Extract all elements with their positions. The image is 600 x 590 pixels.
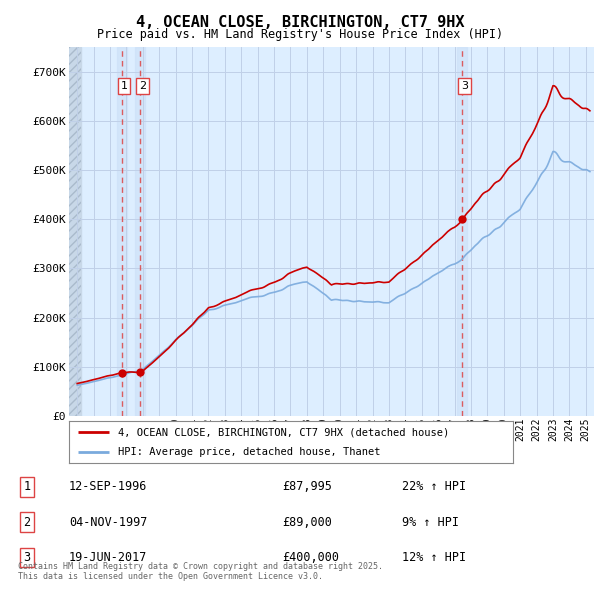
Bar bbox=[135, 47, 145, 416]
Text: 19-JUN-2017: 19-JUN-2017 bbox=[69, 551, 148, 564]
Text: 2: 2 bbox=[139, 81, 146, 91]
Text: 1: 1 bbox=[23, 480, 31, 493]
Text: 4, OCEAN CLOSE, BIRCHINGTON, CT7 9HX: 4, OCEAN CLOSE, BIRCHINGTON, CT7 9HX bbox=[136, 15, 464, 30]
Text: 1: 1 bbox=[121, 81, 128, 91]
Bar bbox=[457, 47, 467, 416]
Bar bbox=[69, 47, 82, 416]
Text: £400,000: £400,000 bbox=[282, 551, 339, 564]
Text: 4, OCEAN CLOSE, BIRCHINGTON, CT7 9HX (detached house): 4, OCEAN CLOSE, BIRCHINGTON, CT7 9HX (de… bbox=[118, 427, 449, 437]
Text: Contains HM Land Registry data © Crown copyright and database right 2025.
This d: Contains HM Land Registry data © Crown c… bbox=[18, 562, 383, 581]
Text: 3: 3 bbox=[23, 551, 31, 564]
Text: 12-SEP-1996: 12-SEP-1996 bbox=[69, 480, 148, 493]
Text: 9% ↑ HPI: 9% ↑ HPI bbox=[402, 516, 459, 529]
Text: 22% ↑ HPI: 22% ↑ HPI bbox=[402, 480, 466, 493]
Text: 2: 2 bbox=[23, 516, 31, 529]
Text: HPI: Average price, detached house, Thanet: HPI: Average price, detached house, Than… bbox=[118, 447, 380, 457]
Bar bbox=[117, 47, 127, 416]
Text: 12% ↑ HPI: 12% ↑ HPI bbox=[402, 551, 466, 564]
Text: 3: 3 bbox=[461, 81, 468, 91]
Bar bbox=[69, 47, 82, 416]
Text: £89,000: £89,000 bbox=[282, 516, 332, 529]
Text: Price paid vs. HM Land Registry's House Price Index (HPI): Price paid vs. HM Land Registry's House … bbox=[97, 28, 503, 41]
Text: £87,995: £87,995 bbox=[282, 480, 332, 493]
Text: 04-NOV-1997: 04-NOV-1997 bbox=[69, 516, 148, 529]
